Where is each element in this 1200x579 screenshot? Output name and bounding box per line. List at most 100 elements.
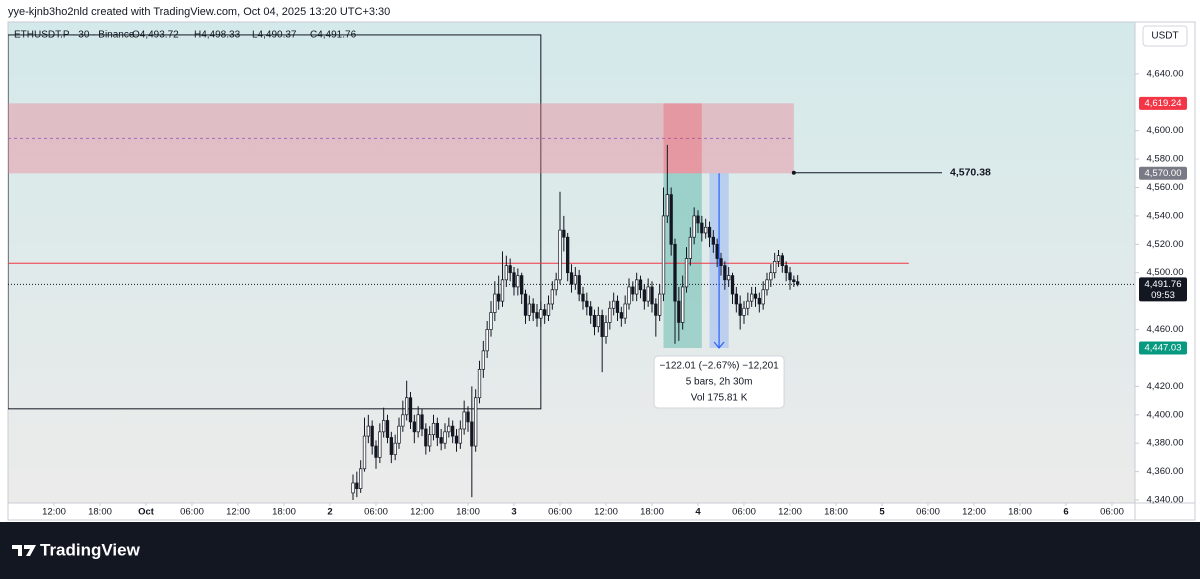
candle-body	[439, 437, 443, 444]
x-tick-label: 12:00	[594, 507, 618, 518]
candle-body	[546, 303, 551, 316]
candle-body	[485, 329, 489, 352]
x-tick-label: 18:00	[456, 507, 480, 518]
ohlc-value: H4,498.33	[194, 30, 241, 41]
candle-body	[761, 289, 765, 305]
plot-layer	[8, 34, 1135, 501]
candle-body	[550, 289, 554, 305]
candle-body	[746, 300, 750, 309]
candle-body	[750, 293, 754, 302]
drawn-rectangle	[8, 34, 542, 410]
candle-body	[370, 425, 374, 447]
x-tick-label: Oct	[138, 507, 155, 518]
measure-text: −122.01 (−2.67%) −12,201	[659, 361, 779, 372]
candle-body	[393, 442, 397, 455]
candle-body	[635, 279, 639, 295]
logo-mark	[12, 545, 36, 556]
ohlc-value: L4,490.37	[252, 30, 297, 41]
candle-body	[443, 431, 447, 444]
candle-body	[569, 272, 574, 285]
candle-body	[539, 309, 543, 319]
candle-body	[577, 275, 581, 295]
brand-name: TradingView	[40, 540, 141, 559]
currency-button[interactable]	[1142, 25, 1188, 47]
candle-body	[608, 307, 612, 323]
candle-body	[642, 289, 646, 302]
candle-body	[661, 215, 666, 295]
candle-body	[558, 229, 562, 281]
candle-body	[688, 236, 692, 259]
candle-body	[523, 293, 528, 316]
candle-body	[585, 300, 589, 308]
last-price-label: 4,491.76	[1145, 279, 1182, 290]
measure-arrowhead	[713, 341, 725, 349]
candle-body	[700, 222, 704, 234]
candle-body	[462, 411, 466, 430]
candle-body	[359, 468, 363, 490]
candle-body	[658, 293, 662, 316]
ray-label: 4,570.38	[950, 167, 991, 179]
candle-body	[497, 293, 501, 302]
candle-body	[734, 293, 738, 305]
candle-body	[612, 300, 616, 309]
candle-body	[773, 261, 777, 274]
candle-body	[543, 309, 547, 316]
candle-body	[738, 303, 742, 316]
candle-body	[431, 422, 436, 436]
candle-body	[596, 314, 600, 328]
y-tick-label: 4,400.00	[1147, 409, 1184, 420]
x-tick-label: 3	[511, 507, 516, 518]
candle-body	[408, 397, 413, 423]
candle-body	[600, 314, 604, 338]
x-tick-label: 12:00	[778, 507, 802, 518]
candle-body	[362, 435, 367, 470]
candle-body	[707, 226, 712, 238]
x-tick-label: 5	[879, 507, 885, 518]
candle-body	[765, 279, 769, 291]
candle-body	[669, 194, 673, 245]
measure-text: Vol 175.81 K	[691, 393, 748, 404]
candle-body	[374, 445, 378, 458]
candle-body	[757, 297, 761, 305]
candle-body	[623, 303, 627, 319]
y-tick-label: 4,520.00	[1147, 239, 1184, 250]
y-tick-label: 4,340.00	[1147, 495, 1184, 506]
candle-body	[562, 229, 566, 238]
candle-body	[650, 286, 654, 305]
price-label-bg	[1139, 166, 1187, 180]
candle-body	[742, 307, 746, 316]
price-label: 4,447.03	[1145, 342, 1182, 353]
candle-body	[646, 286, 650, 302]
candle-body	[592, 314, 597, 328]
candle-body	[470, 421, 474, 447]
candle-body	[753, 293, 758, 299]
x-tick-label: 4	[695, 507, 701, 518]
plot-area	[8, 22, 1135, 503]
currency-label[interactable]: USDT	[1151, 31, 1178, 42]
candle-body	[520, 275, 524, 295]
price-label: 4,619.24	[1145, 98, 1182, 109]
header-text: yye-kjnb3ho2nld created with TradingView…	[8, 6, 390, 18]
ohlc-value: O4,493.72	[132, 30, 179, 41]
candle-body	[654, 303, 658, 316]
candle-body	[405, 397, 409, 416]
x-tick-label: 18:00	[824, 507, 848, 518]
candle-body	[489, 312, 493, 330]
candle-body	[665, 194, 669, 217]
candle-body	[527, 303, 531, 316]
y-tick-label: 4,560.00	[1147, 182, 1184, 193]
x-tick-label: 12:00	[962, 507, 986, 518]
candle-body	[780, 255, 784, 266]
candle-body	[631, 286, 635, 295]
countdown-label: 09:53	[1151, 290, 1175, 301]
candle-body	[677, 300, 681, 323]
candle-body	[673, 243, 677, 302]
candle-body	[784, 265, 788, 274]
position-stop	[663, 103, 702, 174]
candle-body	[684, 258, 689, 288]
candle-body	[412, 421, 416, 433]
candle-body	[531, 303, 535, 313]
measure-text: 5 bars, 2h 30m	[686, 377, 753, 388]
